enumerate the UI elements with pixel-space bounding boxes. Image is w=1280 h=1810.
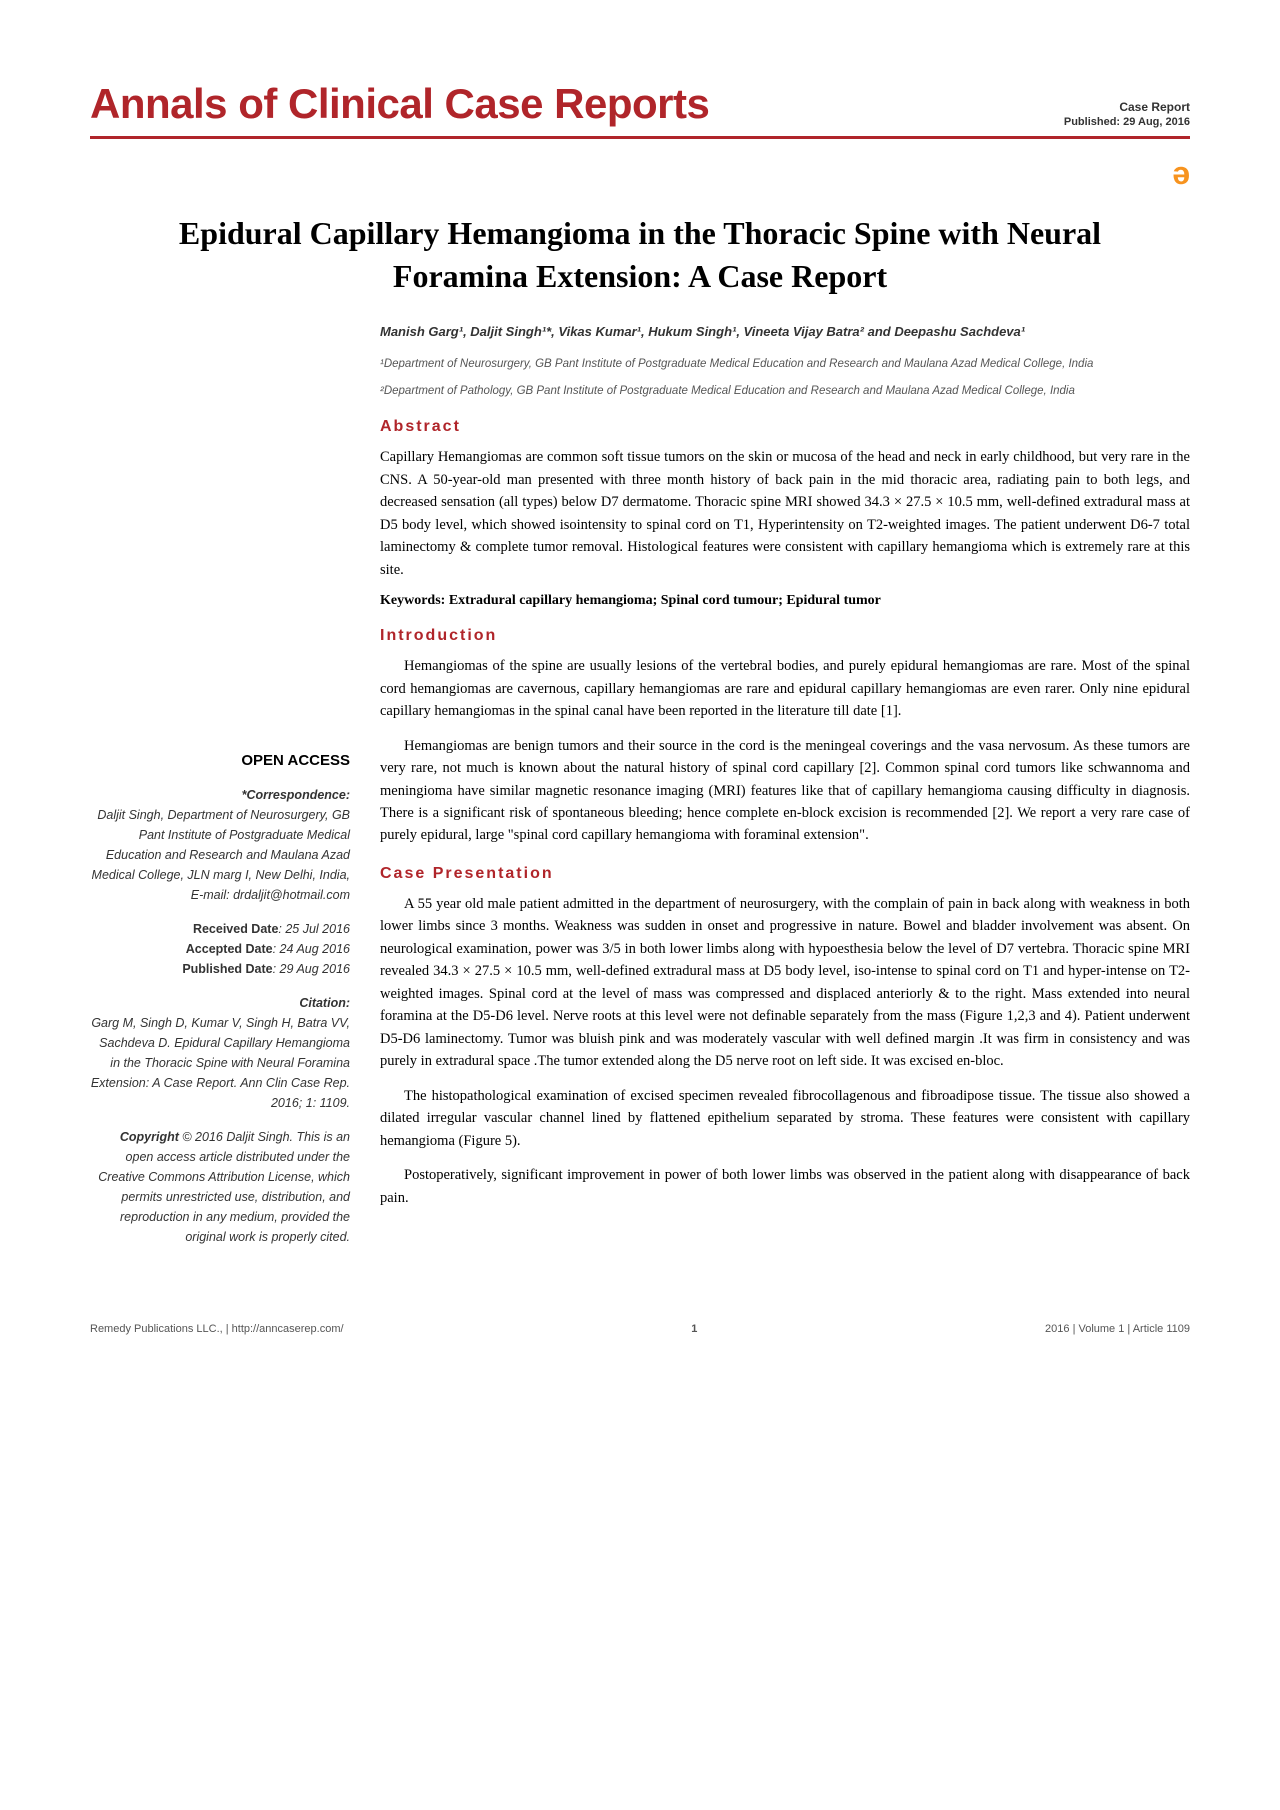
received-label: Received Date bbox=[193, 922, 278, 936]
dates-block: Received Date: 25 Jul 2016 Accepted Date… bbox=[90, 919, 350, 979]
page-container: Annals of Clinical Case Reports Case Rep… bbox=[0, 0, 1280, 1375]
intro-paragraph-1: Hemangiomas of the spine are usually les… bbox=[380, 655, 1190, 722]
abstract-heading: Abstract bbox=[380, 418, 1190, 436]
footer-publisher: Remedy Publications LLC., | http://annca… bbox=[90, 1323, 344, 1335]
copyright-block: Copyright © 2016 Daljit Singh. This is a… bbox=[90, 1127, 350, 1247]
keywords: Keywords: Extradural capillary hemangiom… bbox=[380, 593, 1190, 609]
citation-label: Citation: bbox=[90, 993, 350, 1013]
accepted-date: : 24 Aug 2016 bbox=[273, 942, 350, 956]
journal-title: Annals of Clinical Case Reports bbox=[90, 80, 709, 128]
header-meta: Case Report Published: 29 Aug, 2016 bbox=[1064, 100, 1190, 128]
introduction-heading: Introduction bbox=[380, 627, 1190, 645]
abstract-text: Capillary Hemangiomas are common soft ti… bbox=[380, 446, 1190, 581]
published-date-sidebar: : 29 Aug 2016 bbox=[273, 962, 350, 976]
case-paragraph-2: The histopathological examination of exc… bbox=[380, 1085, 1190, 1152]
article-type-label: Case Report bbox=[1064, 100, 1190, 114]
open-access-icon: ə bbox=[90, 155, 1190, 192]
received-date: : 25 Jul 2016 bbox=[278, 922, 350, 936]
published-label: Published Date bbox=[182, 962, 272, 976]
copyright-text: © 2016 Daljit Singh. This is an open acc… bbox=[98, 1130, 350, 1244]
case-presentation-heading: Case Presentation bbox=[380, 865, 1190, 883]
correspondence-label: *Correspondence: bbox=[90, 785, 350, 805]
correspondence-text: Daljit Singh, Department of Neurosurgery… bbox=[90, 805, 350, 905]
page-header: Annals of Clinical Case Reports Case Rep… bbox=[90, 80, 1190, 139]
content-columns: OPEN ACCESS *Correspondence: Daljit Sing… bbox=[90, 322, 1190, 1261]
sidebar: OPEN ACCESS *Correspondence: Daljit Sing… bbox=[90, 322, 350, 1261]
main-content: Manish Garg¹, Daljit Singh¹*, Vikas Kuma… bbox=[380, 322, 1190, 1261]
case-paragraph-3: Postoperatively, significant improvement… bbox=[380, 1164, 1190, 1209]
case-paragraph-1: A 55 year old male patient admitted in t… bbox=[380, 893, 1190, 1073]
citation-block: Citation: Garg M, Singh D, Kumar V, Sing… bbox=[90, 993, 350, 1113]
citation-text: Garg M, Singh D, Kumar V, Singh H, Batra… bbox=[90, 1013, 350, 1113]
correspondence-block: *Correspondence: Daljit Singh, Departmen… bbox=[90, 785, 350, 905]
article-title: Epidural Capillary Hemangioma in the Tho… bbox=[90, 212, 1190, 298]
page-footer: Remedy Publications LLC., | http://annca… bbox=[90, 1311, 1190, 1335]
footer-page-number: 1 bbox=[691, 1323, 697, 1335]
copyright-label: Copyright bbox=[120, 1130, 179, 1144]
accepted-label: Accepted Date bbox=[186, 942, 273, 956]
published-date: Published: 29 Aug, 2016 bbox=[1064, 116, 1190, 128]
authors-list: Manish Garg¹, Daljit Singh¹*, Vikas Kuma… bbox=[380, 322, 1190, 342]
intro-paragraph-2: Hemangiomas are benign tumors and their … bbox=[380, 735, 1190, 847]
open-access-heading: OPEN ACCESS bbox=[90, 752, 350, 769]
affiliation-1: ¹Department of Neurosurgery, GB Pant Ins… bbox=[380, 356, 1190, 373]
footer-volume: 2016 | Volume 1 | Article 1109 bbox=[1045, 1323, 1190, 1335]
affiliation-2: ²Department of Pathology, GB Pant Instit… bbox=[380, 383, 1190, 400]
